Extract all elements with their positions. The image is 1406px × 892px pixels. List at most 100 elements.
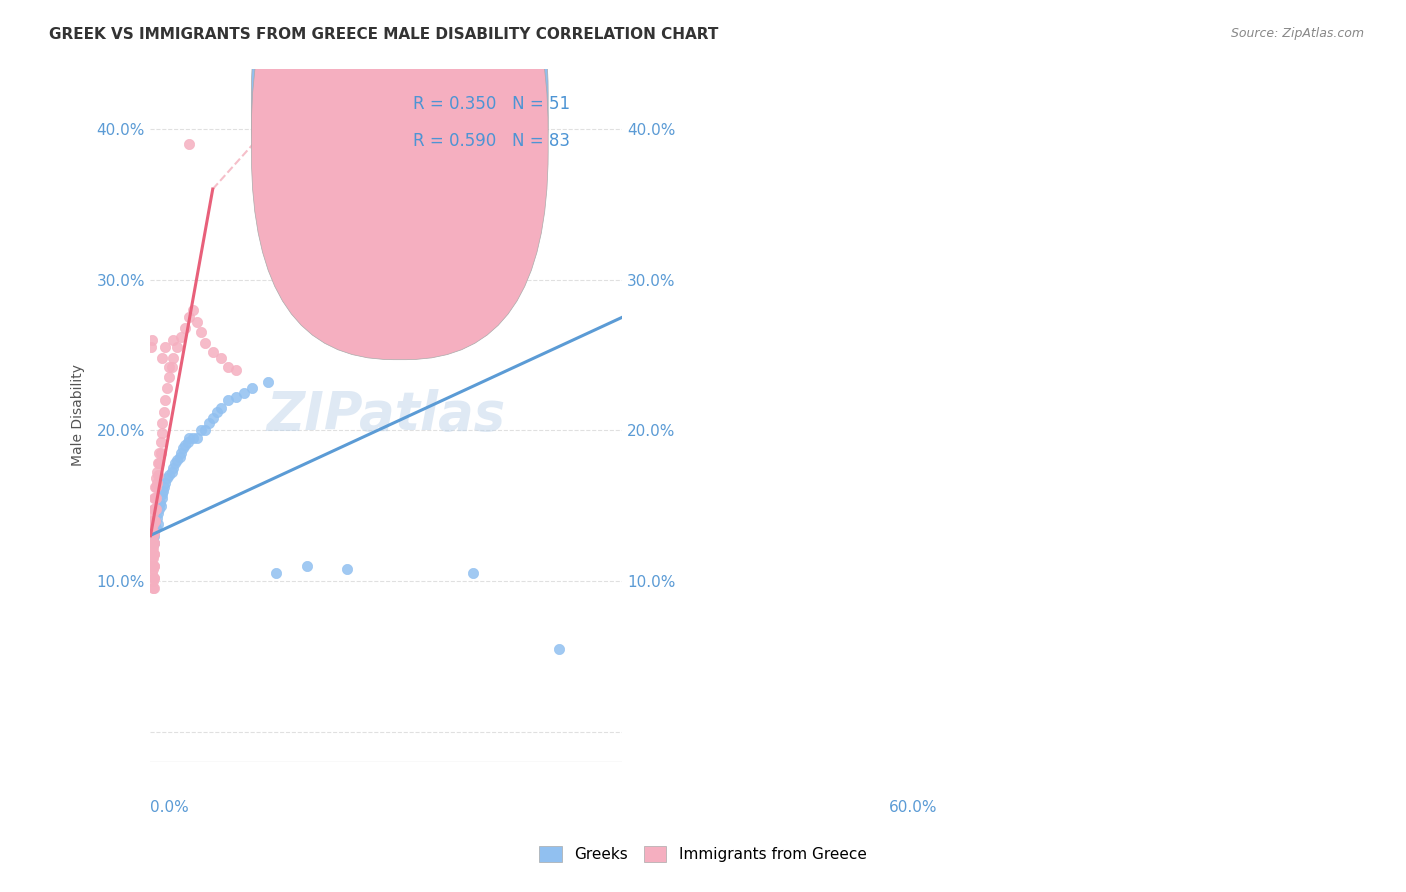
Point xyxy=(148,501,170,516)
Point xyxy=(146,468,169,483)
Point xyxy=(149,495,172,509)
Point xyxy=(162,351,184,365)
Point xyxy=(145,471,167,485)
Point xyxy=(150,486,173,500)
Point xyxy=(155,393,177,408)
Point xyxy=(160,359,183,374)
Point xyxy=(143,514,166,528)
Point xyxy=(297,558,319,573)
Point xyxy=(139,529,162,543)
Point xyxy=(142,582,165,596)
FancyBboxPatch shape xyxy=(252,0,548,359)
Point xyxy=(143,525,166,540)
Point xyxy=(201,344,224,359)
Point xyxy=(141,547,163,561)
Point xyxy=(146,475,169,490)
Point xyxy=(142,506,165,520)
Point xyxy=(142,541,165,555)
Point xyxy=(148,446,170,460)
Point xyxy=(257,375,280,389)
Point xyxy=(170,330,193,344)
Point xyxy=(143,516,166,531)
Point xyxy=(194,335,217,350)
Point xyxy=(205,405,228,419)
Point xyxy=(153,481,176,495)
Point xyxy=(190,423,212,437)
Legend: Greeks, Immigrants from Greece: Greeks, Immigrants from Greece xyxy=(533,840,873,868)
Point xyxy=(177,136,200,151)
Point xyxy=(143,501,166,516)
Point xyxy=(162,461,184,475)
Point xyxy=(143,571,166,585)
Point xyxy=(157,468,180,483)
Point xyxy=(142,558,165,573)
Point xyxy=(142,536,165,550)
Text: ZIPatlas: ZIPatlas xyxy=(267,389,506,442)
Point xyxy=(233,385,256,400)
Point xyxy=(139,541,162,555)
Point xyxy=(163,456,186,470)
Point xyxy=(174,320,197,334)
Text: 60.0%: 60.0% xyxy=(889,800,938,815)
Point xyxy=(155,475,177,490)
Point xyxy=(240,381,263,395)
Point xyxy=(201,411,224,425)
Point xyxy=(149,435,172,450)
Point xyxy=(143,491,166,505)
Point xyxy=(141,551,163,566)
Point xyxy=(218,393,240,408)
Point xyxy=(149,499,172,513)
Point xyxy=(141,558,163,573)
Point xyxy=(141,566,163,581)
Point xyxy=(415,280,437,294)
Point xyxy=(162,333,184,347)
Point xyxy=(181,431,204,445)
Point xyxy=(166,453,188,467)
Point xyxy=(146,510,169,524)
Point xyxy=(146,456,169,470)
Point xyxy=(142,525,165,540)
Point xyxy=(176,435,198,450)
Point xyxy=(143,481,166,495)
Point xyxy=(142,516,165,531)
Point xyxy=(142,562,165,576)
Point xyxy=(150,491,173,505)
Point xyxy=(141,529,163,543)
Point xyxy=(141,521,163,535)
Point xyxy=(177,310,200,325)
Point xyxy=(150,351,173,365)
Point xyxy=(141,516,163,531)
Point xyxy=(142,571,165,585)
Point xyxy=(141,532,163,546)
Point xyxy=(142,525,165,540)
Point xyxy=(139,521,162,535)
Point xyxy=(146,466,169,480)
Point xyxy=(141,521,163,535)
Point xyxy=(143,558,166,573)
Text: GREEK VS IMMIGRANTS FROM GREECE MALE DISABILITY CORRELATION CHART: GREEK VS IMMIGRANTS FROM GREECE MALE DIS… xyxy=(49,27,718,42)
Point xyxy=(141,543,163,558)
Point xyxy=(148,456,170,470)
Point xyxy=(198,416,221,430)
Point xyxy=(194,423,217,437)
Point xyxy=(169,450,191,465)
Point xyxy=(145,481,167,495)
Point xyxy=(143,514,166,528)
Point xyxy=(145,501,167,516)
Point xyxy=(142,529,165,543)
Point xyxy=(141,541,163,555)
Point xyxy=(186,315,208,329)
Point xyxy=(141,340,163,354)
Point xyxy=(157,370,180,384)
Point xyxy=(145,491,167,505)
Point xyxy=(150,416,173,430)
Point xyxy=(143,514,166,528)
Point xyxy=(225,390,247,404)
Point xyxy=(166,340,188,354)
Point xyxy=(143,491,166,505)
Point xyxy=(142,501,165,516)
Point xyxy=(218,359,240,374)
Point xyxy=(143,547,166,561)
Point xyxy=(143,501,166,516)
Point xyxy=(142,536,165,550)
